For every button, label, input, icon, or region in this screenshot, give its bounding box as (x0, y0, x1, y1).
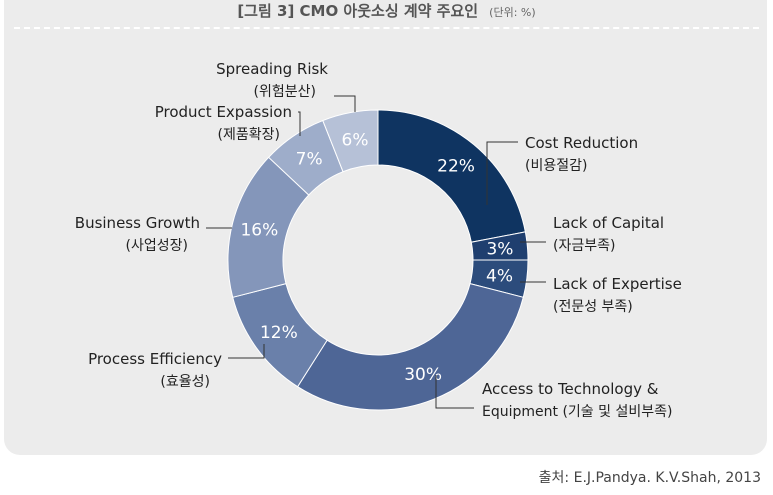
leader-line (334, 95, 356, 112)
donut-slice (322, 109, 379, 173)
slice-category-label: Lack of Capital (553, 214, 664, 232)
slice-sub-label: (사업성장) (126, 238, 188, 254)
slice-value-label: 22% (437, 157, 475, 177)
slice-sub-label: (비용절감) (525, 158, 587, 174)
slice-sub-label: (제품확장) (218, 127, 280, 143)
slice-category-label: Business Growth (75, 214, 200, 232)
slice-category-label: Access to Technology & (482, 380, 659, 398)
chart-title-bar: [그림 3] CMO 아웃소싱 계약 주요인 (단위: %) (0, 0, 773, 24)
slice-sub-label: (효율성) (160, 374, 210, 390)
source-note: 출처: E.J.Pandya. K.V.Shah, 2013 (538, 470, 761, 486)
leader-line (228, 344, 265, 359)
slice-value-label: 30% (404, 365, 442, 385)
chart-unit: (단위: %) (489, 6, 536, 19)
slice-category-label: Lack of Expertise (553, 275, 682, 293)
slice-category-label: Spreading Risk (216, 60, 328, 78)
slice-sub-label: Equipment (기술 및 설비부족) (482, 404, 672, 420)
donut-chart: 22% Cost Reduction (비용절감) 3% Lack of Capital… (75, 60, 682, 420)
slice-value-label: 4% (486, 266, 513, 286)
slice-value-label: 6% (342, 131, 369, 151)
chart-title: [그림 3] CMO 아웃소싱 계약 주요인 (237, 2, 479, 20)
slice-value-label: 12% (260, 323, 298, 343)
slice-sub-label: (전문성 부족) (553, 299, 633, 315)
dashed-divider (14, 27, 759, 29)
leader-line (435, 375, 474, 409)
slice-sub-label: (자금부족) (553, 238, 615, 254)
slice-category-label: Process Efficiency (88, 350, 222, 368)
leader-line (486, 141, 518, 205)
leader-line (298, 111, 301, 136)
slice-value-label: 7% (296, 150, 323, 170)
slice-category-label: Cost Reduction (525, 134, 638, 152)
slice-sub-label: (위험분산) (254, 84, 316, 100)
slice-value-label: 3% (486, 239, 513, 259)
slice-category-label: Product Expassion (155, 103, 292, 121)
donut-slice (296, 283, 524, 411)
slice-value-label: 16% (240, 221, 278, 241)
